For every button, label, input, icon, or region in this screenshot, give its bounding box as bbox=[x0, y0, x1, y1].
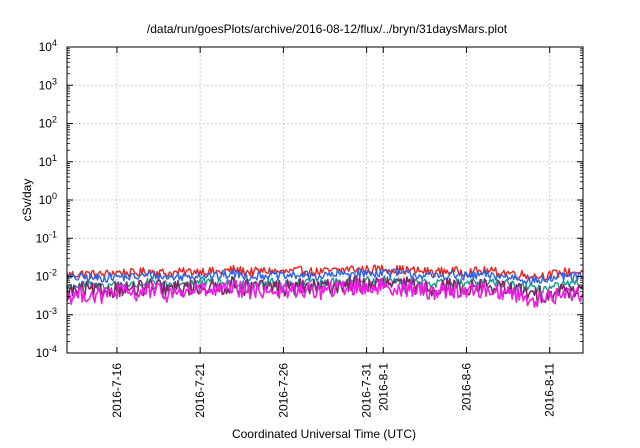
y-tick-label: 104 bbox=[39, 38, 57, 54]
y-tick-label: 10-3 bbox=[36, 306, 57, 322]
series-line bbox=[66, 268, 584, 285]
grid bbox=[67, 47, 583, 353]
x-tick-label: 2016-7-31 bbox=[360, 363, 374, 418]
y-tick-label: 10-4 bbox=[36, 344, 57, 360]
x-tick-label: 2016-8-6 bbox=[459, 363, 473, 411]
y-tick-label: 101 bbox=[39, 153, 57, 169]
x-tick-label: 2016-7-26 bbox=[276, 363, 290, 418]
x-tick-label: 2016-8-1 bbox=[376, 363, 390, 411]
x-tick-label: 2016-7-16 bbox=[110, 363, 124, 418]
y-axis-label: cSv/day bbox=[20, 179, 34, 222]
chart-title: /data/run/goesPlots/archive/2016-08-12/f… bbox=[147, 22, 508, 36]
x-axis: 2016-7-16 2016-7-21 2016-7-26 2016-7-31 2016… bbox=[110, 47, 557, 418]
series-line bbox=[66, 277, 584, 308]
y-tick-label: 102 bbox=[39, 115, 57, 131]
x-tick-label: 2016-7-21 bbox=[193, 363, 207, 418]
y-tick-label: 10-2 bbox=[36, 268, 57, 284]
series-layer bbox=[66, 264, 584, 308]
x-axis-label: Coordinated Universal Time (UTC) bbox=[232, 427, 416, 441]
y-tick-label: 100 bbox=[39, 191, 57, 207]
series-line bbox=[66, 275, 584, 294]
x-tick-label: 2016-8-11 bbox=[543, 363, 557, 417]
y-tick-label: 103 bbox=[39, 76, 57, 92]
y-tick-label: 10-1 bbox=[36, 229, 57, 245]
y-axis: 10-4 10-3 10-2 10-1 100 101 102 103 104 bbox=[36, 38, 583, 360]
